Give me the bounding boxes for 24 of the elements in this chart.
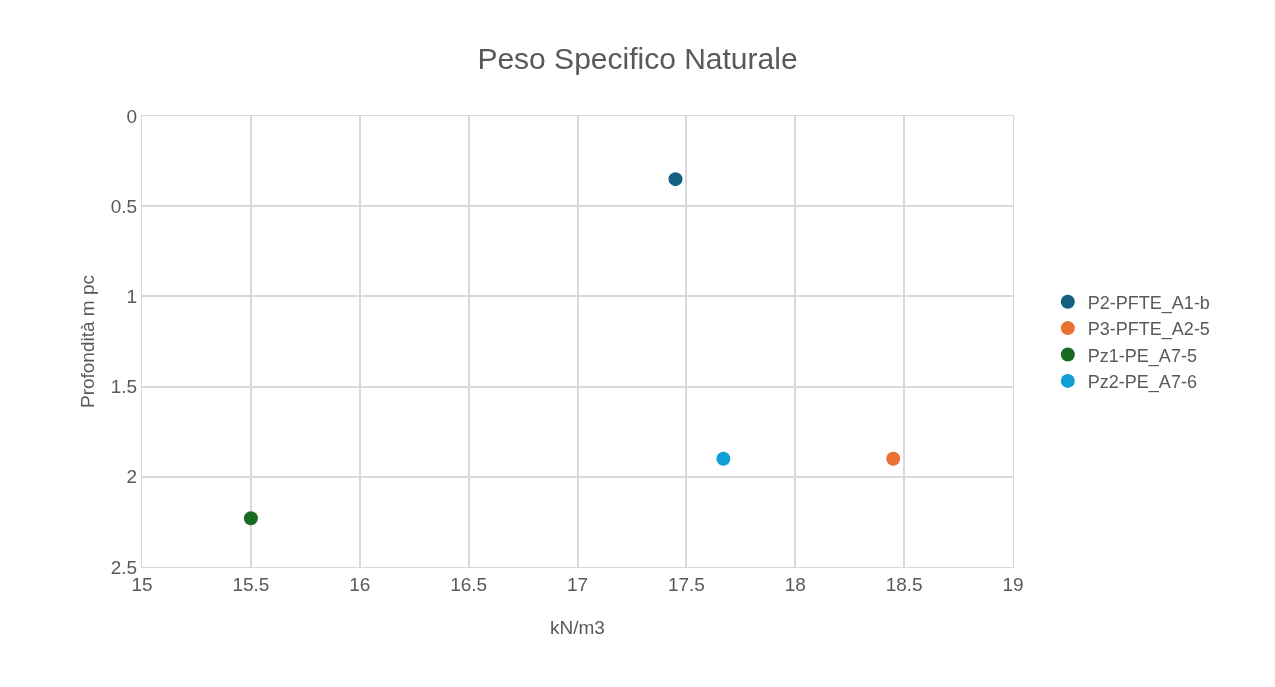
point	[668, 172, 683, 187]
x-tick-label: 19	[1002, 573, 1024, 595]
legend-label: Pz2-PE_A7-6	[1087, 371, 1197, 393]
y-tick-label: 0.5	[110, 195, 138, 217]
legend-label: P3-PFTE_A2-5	[1087, 319, 1210, 341]
y-tick-label: 1	[126, 286, 138, 308]
legend-label: P2-PFTE_A1-b	[1087, 292, 1210, 314]
y-tick-label: 1.5	[110, 376, 138, 398]
x-tick-label: 18	[784, 573, 806, 595]
x-tick-label: 17.5	[667, 573, 705, 595]
y-axis-title: Profondità m pc	[77, 274, 98, 409]
y-tick-label: 2	[126, 466, 138, 488]
x-tick-label: 16	[349, 573, 371, 595]
x-tick-label: 17	[566, 573, 589, 595]
chart-title: Peso Specifico Naturale	[477, 42, 798, 76]
x-tick-label: 18.5	[885, 573, 923, 595]
x-tick-label: 16.5	[450, 573, 488, 595]
y-tick-label: 0	[126, 105, 138, 127]
x-axis-title: kN/m3	[550, 617, 605, 638]
x-tick-label: 15.5	[232, 573, 270, 595]
point	[243, 511, 258, 526]
legend-label: Pz1-PE_A7-5	[1087, 345, 1197, 367]
point	[886, 451, 901, 466]
point	[716, 451, 731, 466]
